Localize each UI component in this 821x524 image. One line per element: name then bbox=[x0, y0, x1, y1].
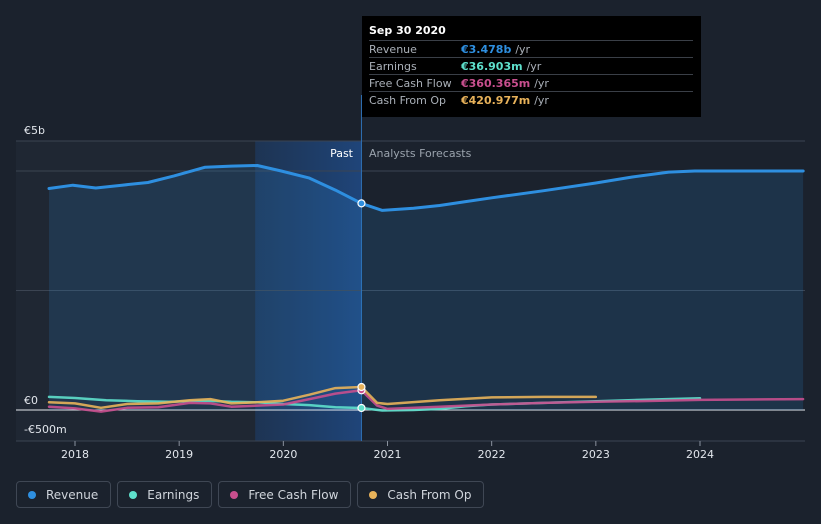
tooltip-row-cash-from-op: Cash From Op €420.977m /yr bbox=[369, 91, 693, 108]
legend-item-earnings[interactable]: Earnings bbox=[117, 481, 213, 508]
legend: Revenue Earnings Free Cash Flow Cash Fro… bbox=[16, 481, 485, 508]
tooltip-value: €3.478b bbox=[461, 42, 512, 56]
grid-lines bbox=[16, 95, 805, 446]
x-tick-label: 2018 bbox=[61, 448, 89, 461]
cash-from-op-dot-icon bbox=[369, 490, 378, 499]
series-layer bbox=[47, 164, 805, 413]
revenue-area bbox=[49, 165, 804, 410]
x-tick-label: 2020 bbox=[269, 448, 297, 461]
tooltip-unit: /yr bbox=[534, 93, 549, 107]
earnings-dot-icon bbox=[129, 490, 138, 499]
legend-label: Revenue bbox=[46, 487, 99, 502]
x-tick-label: 2022 bbox=[478, 448, 506, 461]
tooltip-date: Sep 30 2020 bbox=[369, 24, 446, 37]
marker-layer bbox=[357, 199, 366, 413]
revenue-dot-icon bbox=[28, 490, 36, 499]
tooltip-row-free-cash-flow: Free Cash Flow €360.365m /yr bbox=[369, 74, 693, 91]
tooltip-value: €360.365m bbox=[461, 76, 531, 90]
tooltip-label: Earnings bbox=[369, 59, 417, 73]
y-tick-label-top: €5b bbox=[24, 124, 45, 137]
tooltip-label: Cash From Op bbox=[369, 93, 447, 107]
earnings-marker bbox=[357, 403, 366, 413]
tooltip-row-earnings: Earnings €36.903m /yr bbox=[369, 57, 693, 74]
forecast-label: Analysts Forecasts bbox=[369, 147, 472, 160]
legend-label: Free Cash Flow bbox=[248, 487, 339, 502]
y-tick-label-bottom: -€500m bbox=[24, 423, 67, 436]
tooltip-label: Revenue bbox=[369, 42, 417, 56]
tooltip-label: Free Cash Flow bbox=[369, 76, 452, 90]
y-tick-label-zero: €0 bbox=[24, 394, 38, 407]
x-tick-label: 2024 bbox=[686, 448, 714, 461]
x-tick-label: 2019 bbox=[165, 448, 193, 461]
legend-label: Earnings bbox=[147, 487, 200, 502]
tooltip-row-revenue: Revenue €3.478b /yr bbox=[369, 40, 693, 57]
cash-from-op-line bbox=[47, 385, 598, 410]
tooltip: Sep 30 2020 Revenue €3.478b /yr Earnings… bbox=[362, 16, 701, 117]
free-cash-flow-dot-icon bbox=[230, 490, 239, 499]
x-tick-label: 2023 bbox=[582, 448, 610, 461]
tooltip-unit: /yr bbox=[526, 59, 542, 73]
tooltip-unit: /yr bbox=[515, 42, 531, 56]
revenue-marker bbox=[357, 199, 366, 208]
x-tick-label: 2021 bbox=[374, 448, 402, 461]
label-layer: €5b €0 -€500m Past Analysts Forecasts 20… bbox=[24, 124, 714, 461]
legend-item-cash-from-op[interactable]: Cash From Op bbox=[357, 481, 485, 508]
tooltip-unit: /yr bbox=[534, 76, 549, 90]
cash-from-op-marker bbox=[357, 382, 366, 392]
legend-label: Cash From Op bbox=[387, 487, 472, 502]
free-cash-flow-line bbox=[47, 389, 805, 413]
legend-item-free-cash-flow[interactable]: Free Cash Flow bbox=[218, 481, 352, 508]
tooltip-value: €420.977m bbox=[461, 93, 531, 107]
past-label: Past bbox=[330, 147, 354, 160]
legend-item-revenue[interactable]: Revenue bbox=[16, 481, 112, 508]
tooltip-value: €36.903m bbox=[461, 59, 523, 73]
